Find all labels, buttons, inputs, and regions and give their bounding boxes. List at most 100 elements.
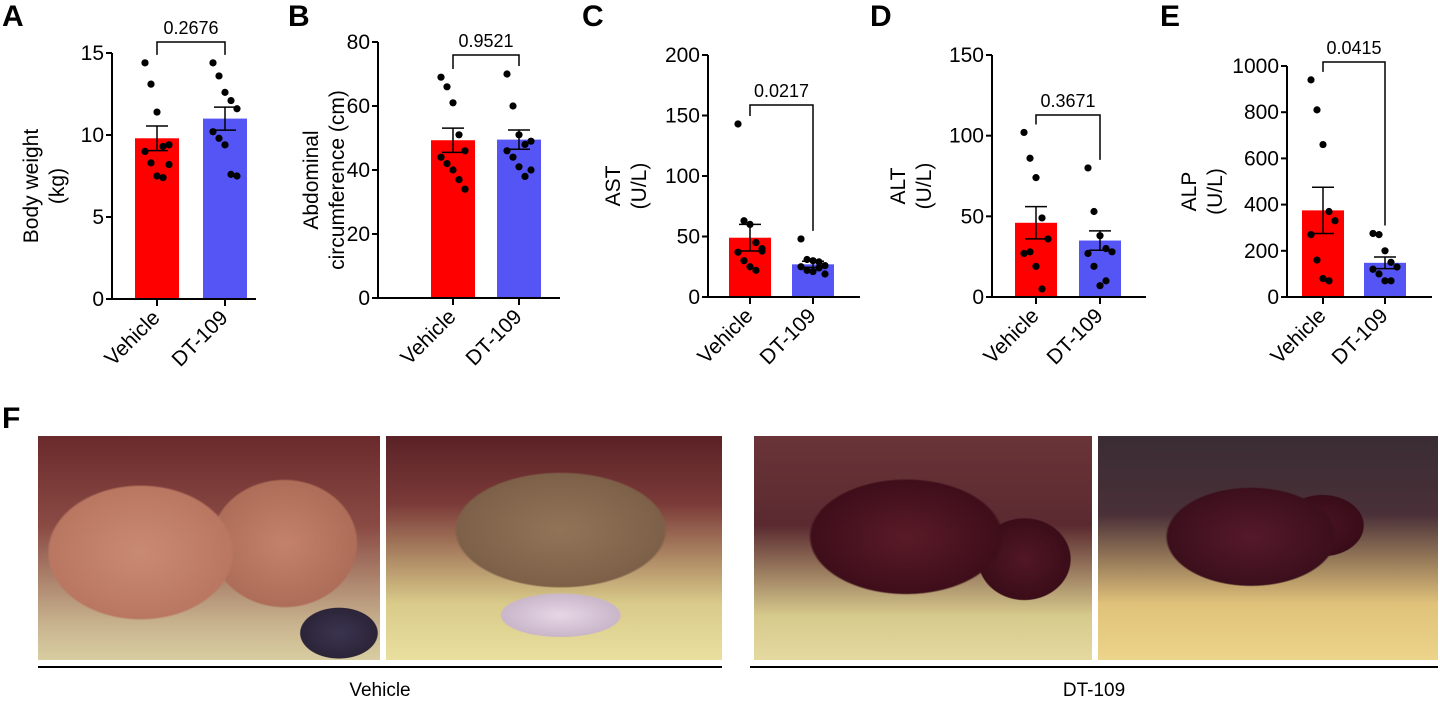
y-axis-label-e: (U/L): [1204, 168, 1227, 215]
data-point-b-0: [443, 83, 451, 91]
data-point-b-0: [455, 131, 463, 139]
data-point-a-1: [215, 134, 223, 142]
data-point-b-1: [509, 102, 517, 110]
data-point-b-0: [461, 185, 469, 193]
y-tick-label-c: 150: [665, 105, 700, 128]
dt109-liver-photo-2: [1098, 436, 1438, 660]
y-tick-label-e: 800: [1244, 101, 1279, 124]
data-point-e-1: [1381, 247, 1389, 255]
data-point-c-1: [821, 270, 829, 278]
data-point-b-0: [443, 160, 451, 168]
data-point-a-1: [209, 59, 217, 67]
bar-a-0: [135, 138, 179, 299]
data-point-a-0: [159, 142, 167, 151]
dt109-liver-photo-1: [754, 436, 1092, 660]
y-tick-label-c: 100: [665, 165, 700, 188]
data-point-d-1: [1090, 262, 1098, 270]
data-point-e-1: [1381, 277, 1389, 285]
data-point-c-1: [803, 266, 811, 274]
y-tick-label-a: 15: [81, 42, 104, 65]
data-point-a-1: [227, 96, 235, 105]
y-axis-label-b: circumference (cm): [326, 90, 349, 270]
data-point-a-0: [153, 108, 161, 116]
data-point-e-1: [1387, 277, 1395, 285]
data-point-e-1: [1387, 258, 1395, 266]
data-point-e-0: [1331, 217, 1339, 225]
y-tick-label-e: 0: [1267, 286, 1279, 309]
data-point-e-1: [1375, 231, 1383, 239]
data-point-b-0: [437, 73, 445, 81]
data-point-a-0: [159, 174, 167, 182]
y-axis-label-d: (U/L): [913, 163, 936, 210]
data-point-e-1: [1369, 229, 1377, 238]
data-point-c-0: [752, 238, 760, 247]
data-point-d-1: [1096, 282, 1104, 290]
x-tick-label-d-0: Vehicle: [979, 304, 1043, 368]
x-tick-label-e-0: Vehicle: [1266, 304, 1330, 368]
data-point-e-0: [1313, 256, 1321, 264]
y-tick-label-b: 60: [347, 95, 370, 118]
data-point-b-1: [521, 172, 529, 180]
panel-letter-c: C: [582, 0, 604, 33]
x-tick-label-b-0: Vehicle: [396, 305, 460, 369]
data-point-a-0: [165, 160, 173, 169]
x-tick-label-a-0: Vehicle: [100, 306, 164, 370]
data-point-e-0: [1325, 277, 1333, 285]
data-point-d-0: [1020, 249, 1028, 258]
significance-bracket-b: [452, 54, 520, 69]
data-point-b-1: [515, 163, 523, 171]
data-point-e-0: [1307, 231, 1315, 239]
data-point-a-1: [227, 170, 235, 178]
y-tick-label-d: 0: [972, 286, 984, 309]
data-point-a-0: [147, 159, 155, 167]
data-point-b-1: [509, 153, 517, 161]
data-point-c-1: [809, 267, 817, 276]
x-tick-label-c-0: Vehicle: [693, 304, 757, 368]
data-point-d-1: [1084, 249, 1092, 258]
y-tick-label-e: 200: [1244, 240, 1279, 263]
data-point-e-1: [1369, 265, 1377, 273]
p-value-c: 0.0217: [754, 81, 809, 101]
data-point-e-0: [1319, 140, 1327, 149]
p-value-e: 0.0415: [1326, 38, 1381, 58]
data-point-d-1: [1090, 207, 1098, 216]
data-point-c-0: [734, 120, 742, 128]
data-point-d-0: [1026, 154, 1034, 162]
y-tick-label-b: 0: [358, 287, 370, 310]
data-point-e-0: [1307, 76, 1315, 84]
data-point-a-0: [153, 172, 161, 180]
y-tick-label-e: 400: [1244, 194, 1279, 217]
data-point-a-0: [141, 59, 149, 67]
bar-b-0: [431, 140, 475, 298]
y-tick-label-a: 0: [92, 288, 104, 311]
y-tick-label-c: 50: [677, 226, 700, 249]
data-point-c-0: [758, 247, 766, 255]
data-point-c-0: [752, 266, 760, 274]
y-axis-label-b: Abdominal: [300, 130, 323, 229]
data-point-e-0: [1313, 106, 1321, 114]
p-value-b: 0.9521: [458, 31, 513, 51]
data-point-c-0: [740, 217, 748, 225]
vehicle-group-line: [38, 666, 722, 668]
panel-letter-f: F: [2, 402, 21, 435]
data-point-b-1: [503, 70, 511, 78]
data-point-d-1: [1108, 248, 1116, 256]
panel-letter-e: E: [1160, 0, 1181, 33]
data-point-a-1: [215, 72, 223, 80]
data-point-a-1: [221, 88, 229, 96]
x-tick-label-e-1: DT-109: [1328, 304, 1393, 369]
panel-letter-d: D: [870, 0, 892, 33]
p-value-d: 0.3671: [1040, 91, 1095, 111]
data-point-e-1: [1375, 270, 1383, 278]
data-point-d-0: [1032, 262, 1040, 270]
y-tick-label-d: 50: [961, 205, 984, 228]
data-point-d-1: [1102, 277, 1110, 285]
data-point-e-0: [1325, 207, 1333, 216]
data-point-d-0: [1038, 214, 1046, 222]
data-point-c-0: [746, 263, 754, 271]
y-tick-label-b: 80: [347, 31, 370, 54]
data-point-b-1: [521, 140, 529, 148]
data-point-b-0: [449, 166, 457, 174]
dt109-group-label: DT-109: [1062, 680, 1126, 701]
